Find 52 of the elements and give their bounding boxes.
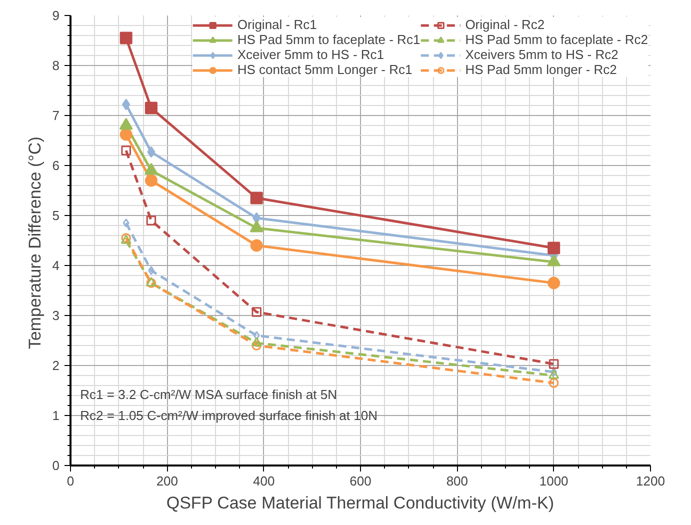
- y-tick-label: 4: [52, 258, 60, 273]
- legend-label: Xceivers 5mm to HS - Rc2: [465, 47, 618, 62]
- point: [121, 146, 131, 156]
- point: [550, 368, 558, 376]
- x-tick-label: 400: [252, 474, 275, 488]
- point: [120, 32, 132, 44]
- y-tick-label: 3: [52, 308, 60, 323]
- point: [251, 337, 262, 346]
- legend-label: Xceiver 5mm to HS - Rc1: [237, 47, 384, 62]
- point: [252, 340, 262, 350]
- point: [144, 174, 158, 187]
- y-axis-title: Temperature Difference (°C): [25, 136, 44, 350]
- point: [548, 242, 560, 254]
- point: [250, 192, 263, 204]
- legend-label: HS Pad 5mm longer - Rc2: [465, 62, 617, 77]
- point: [147, 146, 156, 158]
- legend-label: Original - Rc1: [237, 17, 317, 32]
- y-tick-label: 6: [52, 158, 60, 173]
- y-tick-label: 2: [52, 358, 60, 373]
- point: [120, 128, 132, 141]
- x-tick-label: 0: [66, 474, 74, 488]
- legend-label: HS Pad 5mm to faceplate - Rc1: [237, 32, 420, 47]
- legend-label: Original - Rc2: [465, 17, 545, 32]
- y-tick-label: 5: [52, 208, 60, 223]
- point: [548, 378, 559, 388]
- x-tick-label: 600: [350, 474, 372, 488]
- x-tick-label: 1200: [636, 474, 665, 488]
- annotation: Rc2 = 1.05 C-cm²/W improved surface finish at 10N: [80, 408, 378, 423]
- point: [548, 359, 559, 369]
- point: [148, 266, 154, 275]
- y-tick-label: 8: [52, 58, 60, 73]
- point: [122, 98, 130, 110]
- x-tick-label: 800: [446, 474, 468, 488]
- point: [146, 216, 156, 226]
- legend-label: HS contact 5mm Longer - Rc1: [237, 62, 412, 77]
- x-tick-label: 200: [156, 474, 178, 488]
- point: [548, 276, 560, 290]
- legend-label: HS Pad 5mm to faceplate - Rc2: [465, 32, 648, 47]
- y-tick-label: 1: [52, 408, 60, 423]
- point: [250, 239, 263, 252]
- annotation: Rc1 = 3.2 C-cm²/W MSA surface finish at 5N: [80, 387, 337, 402]
- point: [144, 102, 158, 114]
- point: [252, 307, 262, 317]
- y-tick-label: 9: [52, 8, 60, 23]
- y-tick-label: 0: [52, 458, 60, 473]
- point: [253, 331, 260, 340]
- point: [548, 370, 560, 379]
- point: [122, 218, 130, 228]
- y-tick-label: 7: [52, 108, 60, 123]
- x-tick-label: 1000: [539, 474, 568, 488]
- point: [252, 212, 261, 224]
- x-axis-title: QSFP Case Material Thermal Conductivity (W/m-K): [166, 494, 554, 512]
